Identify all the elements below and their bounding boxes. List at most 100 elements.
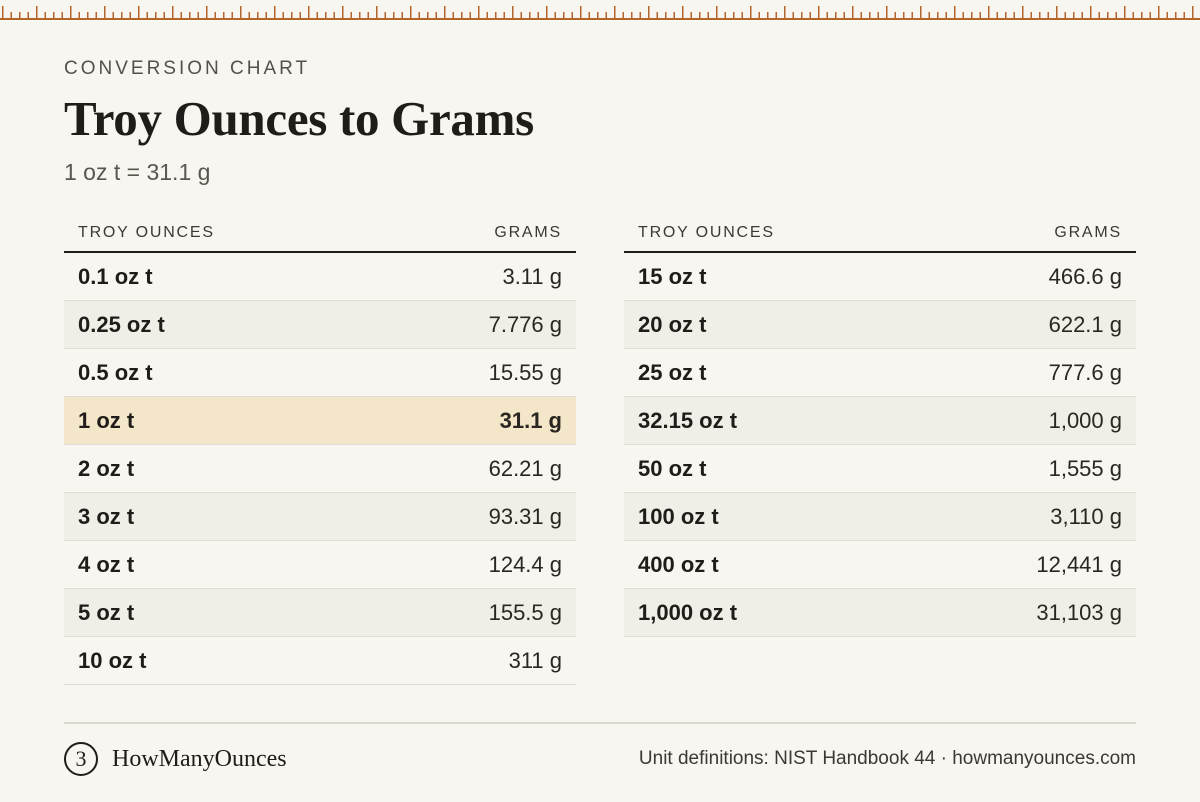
ruler-tick — [367, 12, 369, 18]
table-header: TROY OUNCES GRAMS — [624, 214, 1136, 253]
ruler-tick — [206, 6, 208, 18]
table-row: 1,000 oz t 31,103 g — [624, 589, 1136, 637]
ruler-tick — [1141, 12, 1143, 18]
troy-ounces-cell: 1,000 oz t — [638, 599, 738, 625]
ruler-tick — [639, 12, 641, 18]
ruler-tick — [197, 12, 199, 18]
ruler-tick — [19, 12, 21, 18]
troy-ounces-cell: 0.5 oz t — [78, 359, 153, 385]
ruler-tick — [1166, 12, 1168, 18]
ruler-tick — [495, 12, 497, 18]
ruler-tick — [359, 12, 361, 18]
table-row: 32.15 oz t 1,000 g — [624, 397, 1136, 445]
ruler-tick — [682, 6, 684, 18]
ruler-tick — [1030, 12, 1032, 18]
ruler-tick — [163, 12, 165, 18]
ruler-tick — [529, 12, 531, 18]
ruler-tick — [971, 12, 973, 18]
table-row: 4 oz t 124.4 g — [64, 541, 576, 589]
ruler-tick — [707, 12, 709, 18]
grams-cell: 3.11 g — [502, 263, 562, 289]
brand[interactable]: 3 HowManyOunces — [64, 742, 287, 776]
ruler-tick — [180, 12, 182, 18]
ruler-tick — [129, 12, 131, 18]
ruler-tick — [325, 12, 327, 18]
ruler-tick — [758, 12, 760, 18]
ruler-tick — [87, 12, 89, 18]
column-header-grams: GRAMS — [1054, 223, 1122, 241]
table-row: 0.1 oz t 3.11 g — [64, 253, 576, 301]
ruler-decoration — [0, 0, 1200, 22]
troy-ounces-cell: 15 oz t — [638, 263, 707, 289]
ruler-tick — [384, 12, 386, 18]
ruler-tick — [435, 12, 437, 18]
grams-cell: 12,441 g — [1036, 551, 1122, 577]
ruler-tick — [852, 6, 854, 18]
ruler-tick — [1039, 12, 1041, 18]
ruler-tick — [911, 12, 913, 18]
grams-cell: 777.6 g — [1048, 359, 1122, 385]
ruler-tick — [673, 12, 675, 18]
ruler-tick — [342, 6, 344, 18]
table-header: TROY OUNCES GRAMS — [64, 214, 576, 253]
ruler-tick — [427, 12, 429, 18]
table-row: 0.25 oz t 7.776 g — [64, 301, 576, 349]
ruler-tick — [597, 12, 599, 18]
ruler-tick — [146, 12, 148, 18]
source-note: Unit definitions: NIST Handbook 44 · how… — [638, 748, 1136, 769]
troy-ounces-cell: 32.15 oz t — [638, 407, 738, 433]
grams-cell: 124.4 g — [488, 551, 562, 577]
ruler-tick — [1183, 12, 1185, 18]
ruler-tick — [1107, 12, 1109, 18]
ruler-tick — [444, 6, 446, 18]
troy-ounces-cell: 4 oz t — [78, 551, 135, 577]
ruler-tick — [299, 12, 301, 18]
ruler-tick — [78, 12, 80, 18]
ruler-tick — [1090, 6, 1092, 18]
grams-cell: 3,110 g — [1050, 503, 1122, 529]
table-row: 20 oz t 622.1 g — [624, 301, 1136, 349]
table-row: 1 oz t 31.1 g — [64, 397, 576, 445]
ruler-tick — [1149, 12, 1151, 18]
ruler-tick — [945, 12, 947, 18]
ruler-tick — [61, 12, 63, 18]
ruler-tick — [894, 12, 896, 18]
column-header-grams: GRAMS — [494, 223, 562, 241]
troy-ounces-cell: 0.1 oz t — [78, 263, 153, 289]
ruler-tick — [1013, 12, 1015, 18]
ruler-tick — [393, 12, 395, 18]
ruler-tick — [741, 12, 743, 18]
column-header-troy-ounces: TROY OUNCES — [78, 223, 215, 241]
brand-name: HowManyOunces — [112, 745, 287, 772]
ruler-tick — [95, 12, 97, 18]
troy-ounces-cell: 400 oz t — [638, 551, 719, 577]
troy-ounces-cell: 2 oz t — [78, 455, 135, 481]
ruler-tick — [886, 6, 888, 18]
ruler-tick — [1192, 6, 1194, 18]
ruler-tick — [818, 6, 820, 18]
ruler-tick — [648, 6, 650, 18]
ruler-tick — [104, 6, 106, 18]
ruler-tick — [376, 6, 378, 18]
ruler-tick — [954, 6, 956, 18]
ruler-tick — [418, 12, 420, 18]
ruler-tick — [733, 12, 735, 18]
ruler-tick — [274, 6, 276, 18]
ruler-tick — [410, 6, 412, 18]
ruler-tick — [1081, 12, 1083, 18]
conversion-table-right: TROY OUNCES GRAMS 15 oz t 466.6 g 20 oz t 6… — [624, 214, 1136, 637]
ruler-tick — [70, 6, 72, 18]
ruler-tick — [1132, 12, 1134, 18]
ruler-tick — [1115, 12, 1117, 18]
ruler-tick — [801, 12, 803, 18]
troy-ounces-cell: 1 oz t — [78, 407, 135, 433]
troy-ounces-cell: 0.25 oz t — [78, 311, 165, 337]
ruler-tick — [36, 6, 38, 18]
ruler-tick — [937, 12, 939, 18]
troy-ounces-cell: 3 oz t — [78, 503, 135, 529]
footer-divider — [64, 722, 1136, 724]
ruler-tick — [996, 12, 998, 18]
ruler-tick — [1005, 12, 1007, 18]
ruler-tick — [478, 6, 480, 18]
ruler-tick — [2, 6, 4, 18]
